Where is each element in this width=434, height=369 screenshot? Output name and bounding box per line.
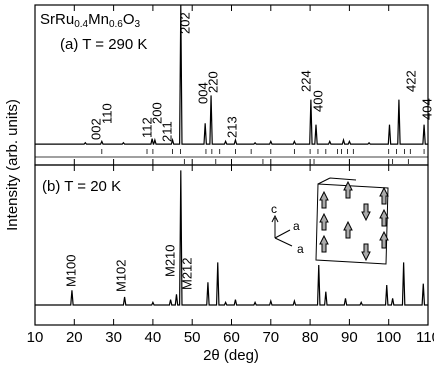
peak-label: M102 bbox=[113, 259, 128, 292]
peak-label: M212 bbox=[179, 257, 194, 290]
title-part: O bbox=[123, 11, 135, 28]
peak-label: 220 bbox=[205, 71, 220, 93]
x-tick-label: 70 bbox=[262, 329, 279, 346]
peak-label: 112 bbox=[139, 117, 154, 138]
x-tick-label: 100 bbox=[376, 329, 401, 346]
title-subscript: 0.6 bbox=[109, 19, 123, 30]
x-tick-label: 80 bbox=[302, 329, 319, 346]
x-tick-label: 50 bbox=[184, 329, 201, 346]
panel-frame bbox=[34, 4, 429, 166]
peak-label: 110 bbox=[99, 103, 114, 124]
x-tick-label: 60 bbox=[223, 329, 240, 346]
inset-label: a bbox=[297, 242, 304, 256]
x-axis-label: 2θ (deg) bbox=[203, 347, 259, 364]
peak-label: 004 bbox=[195, 82, 210, 104]
peak-label: M210 bbox=[162, 244, 177, 277]
peak-label: 002 bbox=[88, 118, 103, 140]
peak-label: 404 bbox=[419, 98, 434, 120]
x-tick-label: 30 bbox=[105, 329, 122, 346]
inset-structure bbox=[271, 177, 389, 265]
x-tick-label: 20 bbox=[66, 329, 83, 346]
y-axis-label: Intensity (arb. units) bbox=[4, 99, 21, 231]
data-line bbox=[35, 170, 428, 306]
panel-label: (b) T = 20 K bbox=[42, 178, 121, 195]
peak-label: 224 bbox=[298, 70, 313, 92]
chart-title: SrRu0.4Mn0.6O3 bbox=[40, 11, 141, 30]
inset-label: a bbox=[293, 219, 300, 233]
peak-label: 213 bbox=[224, 116, 239, 138]
title-part: SrRu bbox=[40, 11, 74, 28]
x-tick-label: 10 bbox=[27, 329, 44, 346]
peak-label: 202 bbox=[177, 12, 192, 34]
data-line bbox=[35, 4, 428, 145]
peak-label: 211 bbox=[159, 121, 174, 142]
peak-label: M100 bbox=[63, 254, 78, 287]
x-tick-label: 40 bbox=[145, 329, 162, 346]
title-subscript: 3 bbox=[135, 19, 141, 30]
panel-label: (a) T = 290 K bbox=[60, 36, 147, 53]
title-part: Mn bbox=[88, 11, 109, 28]
peak-label: 400 bbox=[310, 90, 325, 112]
peak-label: 422 bbox=[403, 70, 418, 92]
inset-label: c bbox=[271, 202, 277, 216]
peak-label: 200 bbox=[149, 102, 164, 124]
title-subscript: 0.4 bbox=[74, 19, 88, 30]
x-tick-label: 90 bbox=[341, 329, 358, 346]
x-tick-label: 110 bbox=[416, 329, 434, 346]
